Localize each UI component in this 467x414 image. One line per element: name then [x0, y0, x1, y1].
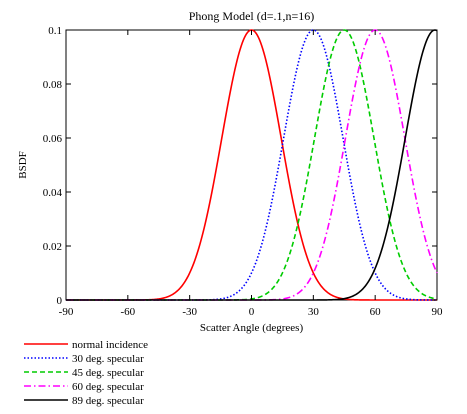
x-tick-label: -90: [59, 306, 74, 318]
y-tick-label: 0.08: [43, 79, 63, 91]
legend: normal incidence 30 deg. specular 45 deg. …: [24, 339, 148, 407]
series-layer: [66, 29, 438, 301]
legend-label-3: 60 deg. specular: [72, 381, 144, 393]
series-line-0: [66, 29, 437, 301]
legend-label-4: 89 deg. specular: [72, 395, 144, 407]
x-tick-label: 60: [370, 306, 382, 318]
chart-title: Phong Model (d=.1,n=16): [189, 9, 315, 23]
x-tick-label: -60: [120, 306, 135, 318]
plot-frame: [65, 29, 438, 301]
x-tick-label: 30: [308, 306, 320, 318]
y-tick-label: 0: [57, 295, 63, 307]
x-tick-label: 0: [249, 306, 255, 318]
series-line-2: [66, 29, 438, 301]
x-axis-label: Scatter Angle (degrees): [200, 322, 304, 334]
y-axis-label: BSDF: [17, 151, 29, 179]
series-line-4: [66, 29, 438, 301]
plot-border: [65, 29, 438, 301]
y-tick-label: 0.1: [48, 25, 62, 37]
y-tick-label: 0.06: [43, 133, 63, 145]
y-tick-label: 0.04: [43, 187, 63, 199]
legend-label-0: normal incidence: [72, 339, 148, 351]
legend-label-1: 30 deg. specular: [72, 353, 144, 365]
series-line-3: [66, 29, 438, 301]
ticks-layer: -90 -60 -30 0 30 60 90 0 0.02 0.04 0.06 0.08 0.1: [43, 25, 443, 318]
legend-label-2: 45 deg. specular: [72, 367, 144, 379]
x-tick-label: -30: [182, 306, 197, 318]
series-line-1: [66, 29, 438, 301]
x-tick-label: 90: [432, 306, 444, 318]
y-tick-label: 0.02: [43, 241, 62, 253]
